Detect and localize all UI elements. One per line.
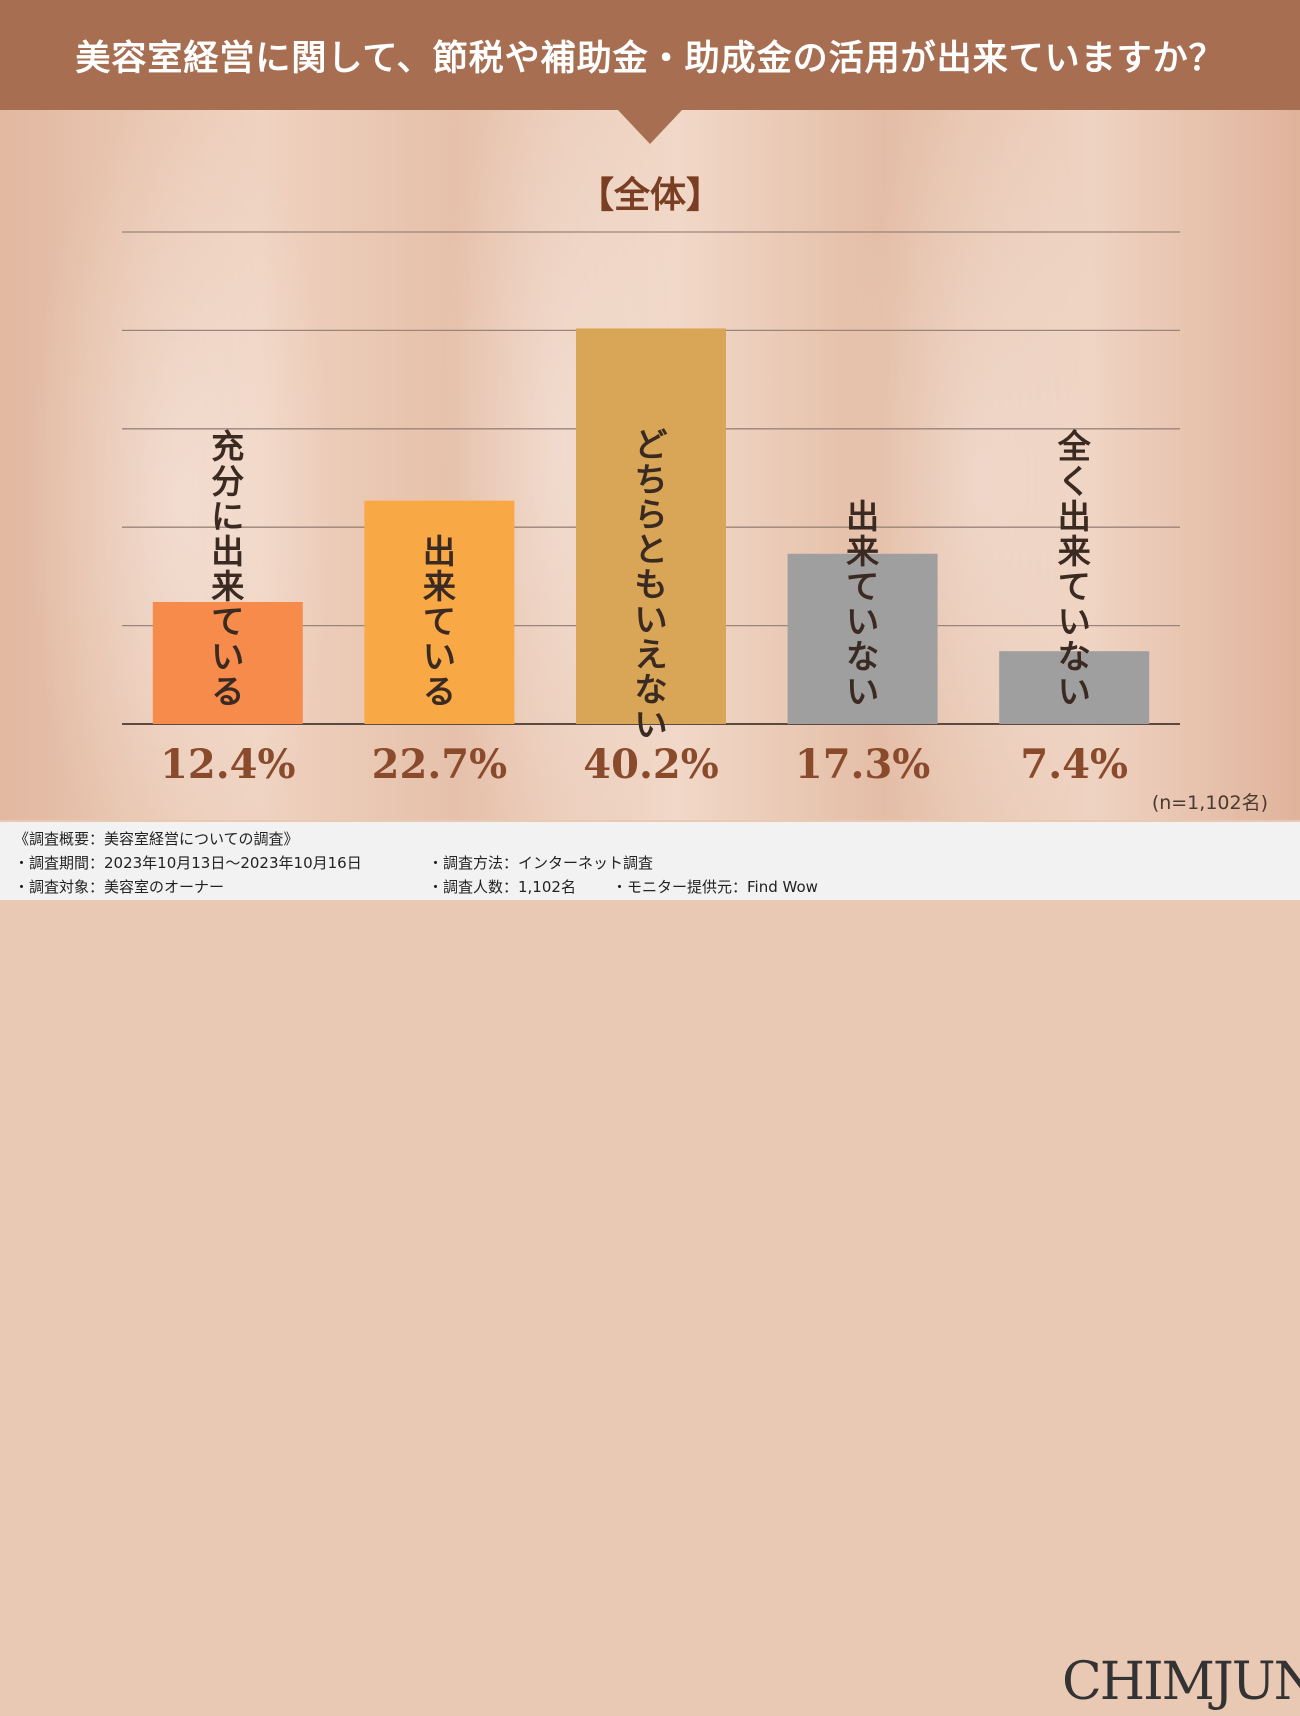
sample-size-note: (n=1,102名) xyxy=(1151,792,1268,814)
bar-2 xyxy=(364,500,515,724)
value-label-1: 12.4% xyxy=(160,741,295,788)
banner-arrow xyxy=(618,110,682,144)
bar-4 xyxy=(787,553,938,724)
value-label-4: 17.3% xyxy=(795,741,930,788)
bar-1 xyxy=(152,601,303,724)
survey-count: ・調査人数：1,102名 xyxy=(428,878,576,896)
value-label-2: 22.7% xyxy=(372,741,507,788)
bar-3 xyxy=(576,328,726,724)
title-banner xyxy=(0,0,1300,110)
survey-period: ・調査期間：2023年10月13日～2023年10月16日 xyxy=(14,854,362,872)
category-label-1: 充分に出来ている xyxy=(211,427,244,711)
survey-title: 《調査概要：美容室経営についての調査》 xyxy=(14,830,299,848)
value-label-5: 7.4% xyxy=(1020,741,1128,788)
category-label-5: 全く出来ていない xyxy=(1057,427,1092,711)
category-label-4: 出来ていない xyxy=(846,497,879,711)
chart-subtitle: 【全体】 xyxy=(577,175,722,216)
category-label-2: 出来ている xyxy=(423,532,456,711)
brand-logo: CHIMJUN xyxy=(1062,1652,1300,1712)
value-label-3: 40.2% xyxy=(583,741,718,788)
survey-provider: ・モニター提供元：Find Wow xyxy=(612,878,818,896)
category-label-3: どちらともいえない xyxy=(635,425,668,744)
survey-method: ・調査方法：インターネット調査 xyxy=(428,854,654,872)
page-title: 美容室経営に関して、節税や補助金・助成金の活用が出来ていますか？ xyxy=(75,39,1225,79)
survey-footer: 《調査概要：美容室経営についての調査》 ・調査期間：2023年10月13日～20… xyxy=(0,822,1300,1712)
bar-5 xyxy=(999,651,1150,724)
survey-target: ・調査対象：美容室のオーナー xyxy=(14,878,225,896)
